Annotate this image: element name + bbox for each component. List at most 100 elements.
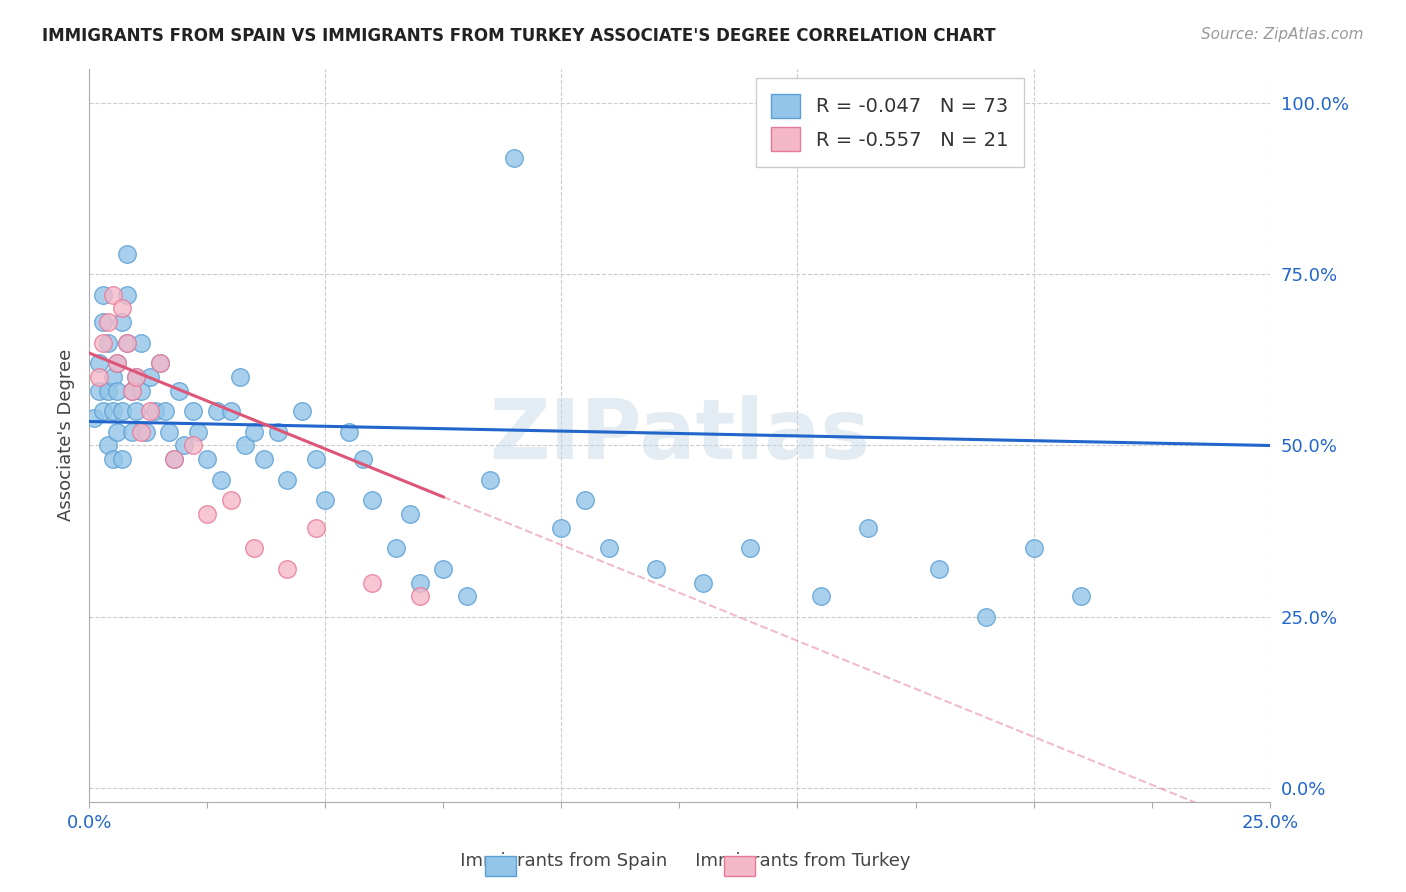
Point <box>195 507 218 521</box>
Point <box>143 404 166 418</box>
Point <box>209 473 232 487</box>
Point <box>928 562 950 576</box>
Point <box>115 287 138 301</box>
Point <box>101 452 124 467</box>
Point <box>692 575 714 590</box>
Point <box>181 438 204 452</box>
Point <box>107 425 129 439</box>
Point <box>173 438 195 452</box>
Point <box>976 610 998 624</box>
Point <box>149 356 172 370</box>
Point <box>314 493 336 508</box>
Y-axis label: Associate's Degree: Associate's Degree <box>58 349 75 521</box>
Point <box>97 335 120 350</box>
Point <box>219 493 242 508</box>
Point <box>195 452 218 467</box>
Point <box>121 425 143 439</box>
Point <box>229 370 252 384</box>
Point <box>574 493 596 508</box>
Legend: R = -0.047   N = 73, R = -0.557   N = 21: R = -0.047 N = 73, R = -0.557 N = 21 <box>755 78 1024 167</box>
Point <box>129 425 152 439</box>
Point <box>243 425 266 439</box>
Point <box>399 507 422 521</box>
Point <box>181 404 204 418</box>
Point <box>810 589 832 603</box>
Point <box>87 384 110 398</box>
Point <box>125 404 148 418</box>
Point <box>290 404 312 418</box>
Point <box>87 356 110 370</box>
Point <box>139 370 162 384</box>
Point <box>111 452 134 467</box>
Point <box>101 404 124 418</box>
Point <box>91 315 114 329</box>
Point <box>107 356 129 370</box>
Point <box>385 541 408 556</box>
Point <box>740 541 762 556</box>
Point <box>167 384 190 398</box>
Point <box>97 438 120 452</box>
Point <box>129 384 152 398</box>
Point <box>305 452 328 467</box>
Point <box>1070 589 1092 603</box>
Point <box>111 404 134 418</box>
Point <box>149 356 172 370</box>
Point <box>157 425 180 439</box>
Point <box>139 404 162 418</box>
Point <box>456 589 478 603</box>
Point <box>598 541 620 556</box>
Point <box>111 301 134 316</box>
Point <box>253 452 276 467</box>
Point <box>101 370 124 384</box>
Point <box>101 287 124 301</box>
Point <box>479 473 502 487</box>
Point <box>107 356 129 370</box>
Point <box>503 151 526 165</box>
Point <box>107 384 129 398</box>
Point <box>91 404 114 418</box>
Point <box>97 384 120 398</box>
Point <box>115 335 138 350</box>
Point <box>1022 541 1045 556</box>
Point <box>163 452 186 467</box>
Point <box>83 411 105 425</box>
Text: Immigrants from Turkey: Immigrants from Turkey <box>678 852 911 870</box>
Point <box>550 521 572 535</box>
Point <box>352 452 374 467</box>
Point <box>97 315 120 329</box>
Point <box>153 404 176 418</box>
Point <box>243 541 266 556</box>
Point <box>115 335 138 350</box>
Point <box>233 438 256 452</box>
Point <box>87 370 110 384</box>
Point <box>276 562 298 576</box>
Point <box>305 521 328 535</box>
Text: Immigrants from Spain: Immigrants from Spain <box>443 852 668 870</box>
Point <box>129 335 152 350</box>
Point <box>121 384 143 398</box>
Point <box>361 493 384 508</box>
Point <box>432 562 454 576</box>
Text: IMMIGRANTS FROM SPAIN VS IMMIGRANTS FROM TURKEY ASSOCIATE'S DEGREE CORRELATION C: IMMIGRANTS FROM SPAIN VS IMMIGRANTS FROM… <box>42 27 995 45</box>
Point <box>121 384 143 398</box>
Point <box>858 521 880 535</box>
Text: Source: ZipAtlas.com: Source: ZipAtlas.com <box>1201 27 1364 42</box>
Point <box>163 452 186 467</box>
Point <box>91 287 114 301</box>
Text: ZIPatlas: ZIPatlas <box>489 394 870 475</box>
Point <box>125 370 148 384</box>
Point <box>125 370 148 384</box>
Point <box>408 589 430 603</box>
Point <box>205 404 228 418</box>
Point <box>337 425 360 439</box>
Point <box>111 315 134 329</box>
Point <box>187 425 209 439</box>
Point <box>135 425 157 439</box>
Point <box>267 425 290 439</box>
Point <box>276 473 298 487</box>
Point <box>361 575 384 590</box>
Point <box>91 335 114 350</box>
Point <box>408 575 430 590</box>
Point <box>219 404 242 418</box>
Point <box>644 562 666 576</box>
